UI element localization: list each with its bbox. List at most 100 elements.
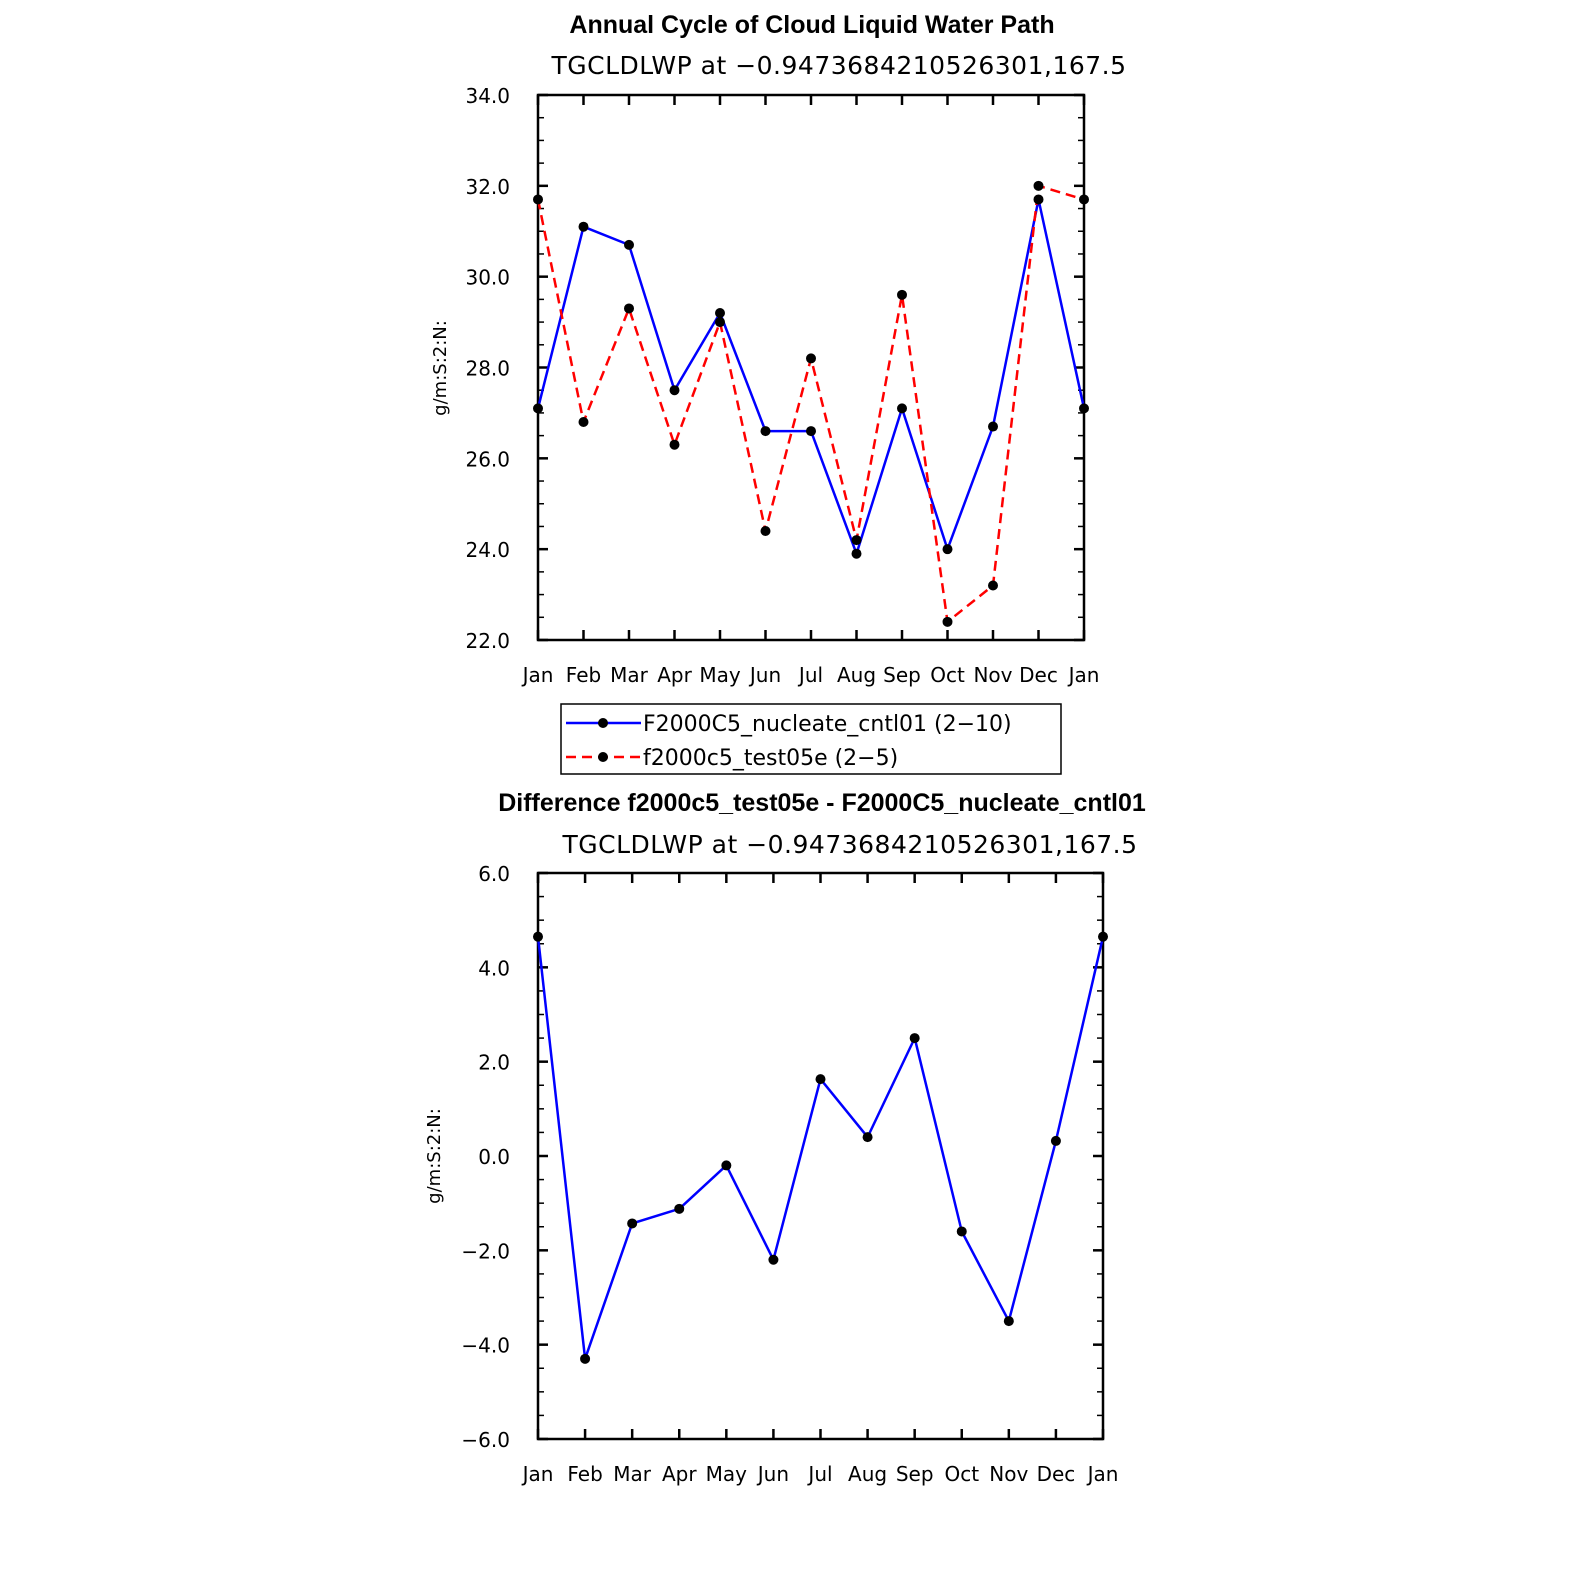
x-tick-label: Apr (657, 663, 692, 687)
legend-marker-test05e (598, 752, 608, 762)
x-tick-label: Jan (521, 1462, 554, 1486)
x-tick-label: Jun (756, 1462, 789, 1486)
series-0-point (942, 544, 953, 555)
y-tick-label: 22.0 (465, 629, 510, 653)
y-tick-label: −6.0 (461, 1428, 510, 1452)
x-tick-label: May (706, 1462, 748, 1486)
x-tick-label: Nov (989, 1462, 1028, 1486)
series-0-point (851, 548, 862, 559)
series-0-point (815, 1074, 826, 1085)
bottom-chart-title: Difference f2000c5_test05e - F2000C5_nuc… (498, 789, 1146, 817)
y-tick-label: 34.0 (465, 84, 510, 108)
x-tick-label: Feb (567, 1462, 602, 1486)
x-tick-label: Jan (1086, 1462, 1119, 1486)
y-tick-label: 26.0 (465, 447, 510, 471)
series-1-point (897, 289, 907, 300)
series-1-point (669, 439, 680, 450)
y-tick-label: 30.0 (465, 266, 510, 290)
series-0-point (956, 1226, 967, 1237)
legend-marker-cntl01 (598, 718, 608, 728)
series-0-point (580, 1353, 591, 1364)
series-1-point (624, 303, 634, 314)
series-0-point (533, 403, 543, 414)
bottom-y-axis-label: g/m:S:2:N: (424, 1108, 445, 1204)
x-tick-label: Dec (1019, 663, 1058, 687)
legend-label-cntl01: F2000C5_nucleate_cntl01 (2−10) (643, 712, 1012, 737)
series-0-point (721, 1160, 732, 1171)
x-tick-label: Oct (930, 663, 965, 687)
plot-frame (536, 871, 1105, 1441)
series-0-point (1098, 931, 1108, 942)
series-1-point (715, 317, 725, 328)
legend-label-test05e: f2000c5_test05e (2−5) (643, 746, 898, 771)
series-0-point (768, 1254, 779, 1265)
series-0-point (669, 385, 680, 396)
x-tick-label: Jun (748, 663, 781, 687)
series-line-1 (536, 184, 1085, 624)
x-tick-label: Dec (1037, 1462, 1076, 1486)
top-plot-area: 22.0 24.0 26.0 28.0 30.0 32.0 34.0 Jan Feb Mar Apr… (465, 84, 1099, 687)
x-tick-label: May (699, 663, 741, 687)
x-tick-label: Jul (806, 1462, 832, 1486)
series-1-point (578, 417, 589, 427)
series-0-point (1033, 194, 1044, 205)
y-tick-label: 2.0 (478, 1051, 510, 1075)
x-tick-label: Aug (848, 1462, 887, 1486)
bottom-panel: Difference f2000c5_test05e - F2000C5_nuc… (424, 789, 1146, 1486)
series-0-point (760, 426, 771, 437)
series-1-point (760, 526, 771, 536)
y-tick-label: −2.0 (461, 1239, 510, 1263)
series-0-point (897, 403, 907, 414)
x-tick-label: Jan (521, 663, 554, 687)
series-0-point (627, 1218, 638, 1229)
y-tick-label: 28.0 (465, 357, 510, 381)
top-panel: Annual Cycle of Cloud Liquid Water Path … (430, 11, 1126, 775)
bottom-chart-subtitle: TGCLDLWP at −0.9473684210526301,167.5 (561, 830, 1137, 859)
x-tick-label: Jul (797, 663, 823, 687)
series-0-point (1079, 403, 1089, 414)
x-tick-label: Aug (837, 663, 876, 687)
top-chart-subtitle: TGCLDLWP at −0.9473684210526301,167.5 (550, 51, 1126, 80)
series-1-point (533, 194, 543, 205)
series-0-point (806, 426, 816, 437)
series-1-point (1033, 180, 1044, 191)
top-y-axis-label: g/m:S:2:N: (430, 320, 451, 416)
series-0-point (533, 931, 543, 942)
series-0-point (715, 308, 725, 318)
y-tick-label: 24.0 (465, 538, 510, 562)
series-0-point (909, 1033, 920, 1044)
x-tick-label: Mar (613, 1462, 652, 1486)
x-tick-label: Sep (896, 1462, 934, 1486)
x-tick-label: Mar (610, 663, 649, 687)
series-1-point (851, 535, 862, 546)
y-tick-label: 6.0 (478, 862, 510, 886)
series-1-point (988, 580, 998, 591)
series-line-0 (536, 936, 1105, 1361)
series-0-point (1050, 1135, 1061, 1146)
series-0-point (988, 421, 998, 432)
series-1-point (942, 616, 953, 627)
legend-box (560, 703, 1062, 775)
x-tick-label: Sep (883, 663, 921, 687)
top-chart-title: Annual Cycle of Cloud Liquid Water Path (569, 11, 1054, 39)
y-tick-label: 0.0 (478, 1145, 510, 1169)
series-1-point (1079, 194, 1089, 205)
legend-entry-test05e: f2000c5_test05e (2−5) (566, 746, 898, 771)
x-tick-label: Oct (944, 1462, 979, 1486)
series-0-point (624, 239, 634, 250)
y-tick-label: −4.0 (461, 1334, 510, 1358)
plot-frame (536, 93, 1086, 642)
series-1-point (806, 353, 816, 364)
x-tick-label: Apr (662, 1462, 697, 1486)
series-0-point (578, 221, 589, 232)
x-tick-label: Jan (1067, 663, 1100, 687)
legend: F2000C5_nucleate_cntl01 (2−10) f2000c5_t… (560, 703, 1062, 775)
x-tick-label: Nov (973, 663, 1012, 687)
series-0-point (674, 1203, 685, 1214)
y-tick-label: 4.0 (478, 956, 510, 980)
series-0-point (862, 1132, 873, 1143)
bottom-plot-area: −6.0 −4.0 −2.0 0.0 2.0 4.0 6.0 Jan Feb Mar Apr May J… (461, 862, 1118, 1486)
x-tick-label: Feb (566, 663, 601, 687)
legend-entry-cntl01: F2000C5_nucleate_cntl01 (2−10) (566, 712, 1012, 737)
